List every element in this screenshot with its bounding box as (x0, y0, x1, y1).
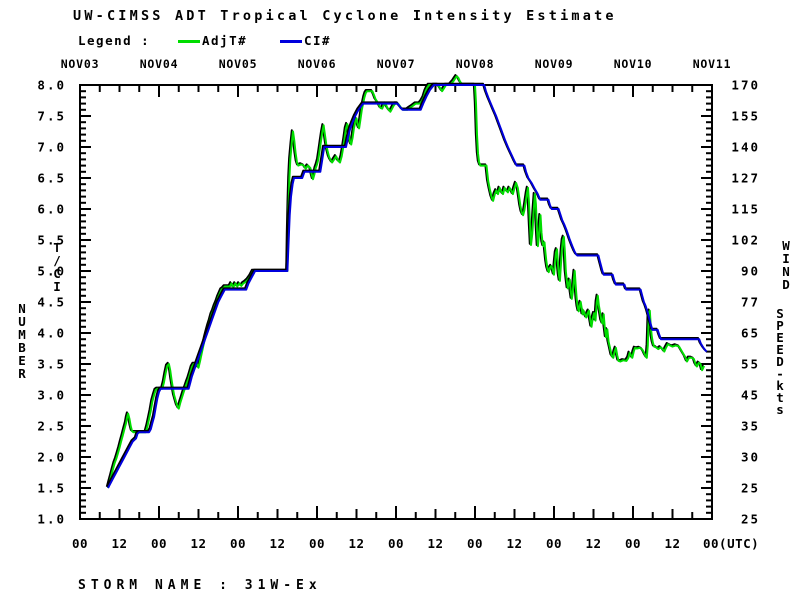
svg-text:4.5: 4.5 (37, 295, 66, 310)
svg-text:65: 65 (741, 326, 760, 341)
svg-text:140: 140 (731, 140, 760, 155)
time-axis-ticks (79, 86, 713, 518)
svg-text:6.0: 6.0 (37, 202, 66, 217)
svg-text:00: 00 (151, 536, 167, 551)
svg-text:5.5: 5.5 (37, 233, 66, 248)
svg-text:8.0: 8.0 (37, 78, 66, 93)
svg-text:12: 12 (190, 536, 206, 551)
left-axis-labels: 8.0 7.5 7.0 6.5 6.0 5.5 5.0 4.5 4.0 3.5 3.0 2.5 2.0 1… (37, 78, 66, 527)
svg-text:00: 00 (388, 536, 404, 551)
svg-text:00: 00 (309, 536, 325, 551)
svg-text:170: 170 (731, 78, 760, 93)
ci-legend-line (280, 40, 302, 43)
legend-label: Legend : (78, 33, 151, 48)
legend-item-ci: CI# (304, 33, 332, 48)
svg-text:/: / (53, 253, 61, 268)
storm-name-label: STORM NAME : 31W-Ex (78, 578, 322, 593)
svg-text:45: 45 (741, 388, 760, 403)
svg-text:25: 25 (741, 481, 760, 496)
svg-text:7.5: 7.5 (37, 109, 66, 124)
svg-text:1.5: 1.5 (37, 481, 66, 496)
svg-text:E: E (776, 330, 784, 345)
svg-text:T: T (53, 240, 61, 255)
svg-text:E: E (776, 342, 784, 357)
svg-text:3.0: 3.0 (37, 388, 66, 403)
svg-text:M: M (18, 327, 26, 342)
svg-text:t: t (776, 390, 784, 405)
svg-text:k: k (776, 378, 784, 393)
svg-text:00: 00 (625, 536, 641, 551)
svg-text:D: D (776, 354, 784, 369)
svg-text:12: 12 (506, 536, 522, 551)
svg-text:NOV08: NOV08 (456, 57, 495, 71)
svg-text:12: 12 (269, 536, 285, 551)
svg-text:NOV10: NOV10 (614, 57, 653, 71)
svg-text:S: S (776, 306, 784, 321)
page-title: UW-CIMSS ADT Tropical Cyclone Intensity … (73, 8, 617, 24)
svg-text:N: N (18, 301, 26, 316)
svg-text:4.0: 4.0 (37, 326, 66, 341)
svg-text:2.0: 2.0 (37, 450, 66, 465)
svg-text:1.0: 1.0 (37, 512, 66, 527)
svg-text:2.5: 2.5 (37, 419, 66, 434)
right-axis-labels: 170 155 140 127 115 102 90 77 65 55 45 35 30 25 25 (731, 78, 760, 527)
svg-text:55: 55 (741, 357, 760, 372)
svg-text:25: 25 (741, 512, 760, 527)
svg-text:U: U (18, 314, 26, 329)
svg-text:00: 00 (546, 536, 562, 551)
svg-text:NOV09: NOV09 (535, 57, 574, 71)
plot-border (79, 84, 713, 520)
svg-text:NOV11: NOV11 (693, 57, 732, 71)
svg-text:5.0: 5.0 (37, 264, 66, 279)
svg-text:D: D (782, 277, 790, 292)
value-axis-ticks (81, 84, 711, 520)
top-axis-date-labels: NOV03 NOV04 NOV05 NOV06 NOV07 NOV08 NOV09 NOV10… (61, 57, 732, 71)
svg-text:35: 35 (741, 419, 760, 434)
svg-text:R: R (18, 366, 26, 381)
svg-text:NOV05: NOV05 (219, 57, 258, 71)
svg-text:102: 102 (731, 233, 760, 248)
svg-text:00(UTC): 00(UTC) (703, 536, 759, 551)
adjt-legend-line (178, 40, 200, 43)
svg-text:N: N (782, 264, 790, 279)
svg-text:127: 127 (731, 171, 760, 186)
svg-text:NOV06: NOV06 (298, 57, 337, 71)
svg-text:-: - (776, 366, 784, 381)
svg-text:00: 00 (72, 536, 88, 551)
svg-text:I: I (53, 279, 61, 294)
legend-item-adjt: AdjT# (202, 33, 248, 48)
svg-text:155: 155 (731, 109, 760, 124)
svg-text:6.5: 6.5 (37, 171, 66, 186)
svg-text:E: E (18, 353, 26, 368)
svg-text:12: 12 (585, 536, 601, 551)
svg-text:s: s (776, 402, 784, 417)
svg-text:P: P (776, 318, 784, 333)
svg-text:7.0: 7.0 (37, 140, 66, 155)
svg-text:12: 12 (664, 536, 680, 551)
svg-text:W: W (782, 238, 790, 253)
svg-text:NOV07: NOV07 (377, 57, 416, 71)
svg-text:NOV03: NOV03 (61, 57, 100, 71)
svg-text:NOV04: NOV04 (140, 57, 179, 71)
svg-text:00: 00 (467, 536, 483, 551)
svg-text:30: 30 (741, 450, 760, 465)
svg-text:12: 12 (427, 536, 443, 551)
svg-text:C: C (53, 266, 61, 281)
svg-text:12: 12 (111, 536, 127, 551)
svg-text:3.5: 3.5 (37, 357, 66, 372)
svg-text:I: I (782, 251, 790, 266)
svg-text:00: 00 (230, 536, 246, 551)
svg-text:77: 77 (741, 295, 760, 310)
series-ci-line (105, 82, 708, 489)
svg-text:12: 12 (348, 536, 364, 551)
bottom-axis-hour-labels: 00 12 00 12 00 12 00 12 00 12 00 12 00 12 00 12 00(UTC) (72, 536, 759, 551)
svg-text:115: 115 (731, 202, 760, 217)
svg-text:B: B (18, 340, 26, 355)
svg-text:90: 90 (741, 264, 760, 279)
